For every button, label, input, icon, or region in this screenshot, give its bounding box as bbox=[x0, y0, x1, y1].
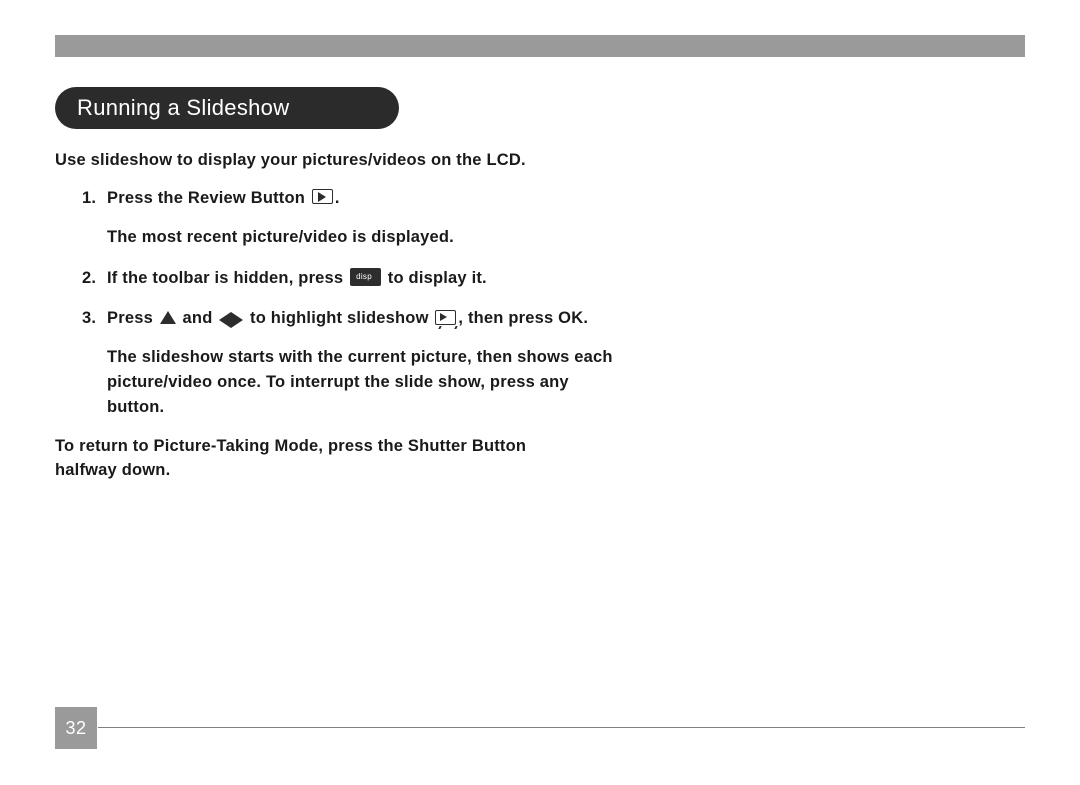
step-1-pre: Press the Review Button bbox=[107, 189, 310, 207]
step-1-post: . bbox=[335, 189, 340, 207]
left-arrow-icon bbox=[219, 312, 231, 328]
section-title-pill: Running a Slideshow bbox=[55, 87, 399, 129]
step-2-pre: If the toolbar is hidden, press bbox=[107, 269, 348, 287]
step-3-pre: Press bbox=[107, 309, 158, 327]
page-number-badge: 32 bbox=[55, 707, 97, 749]
page-number-text: 32 bbox=[65, 718, 86, 739]
disp-button-icon: disp bbox=[350, 268, 381, 286]
intro-paragraph: Use slideshow to display your pictures/v… bbox=[55, 151, 1025, 170]
step-3-post: , then press OK. bbox=[458, 309, 588, 327]
step-3: Press and to highlight slideshow , then … bbox=[101, 306, 1025, 419]
right-arrow-icon bbox=[231, 312, 243, 328]
step-3-mid2: to highlight slideshow bbox=[245, 309, 433, 327]
manual-page: Running a Slideshow Use slideshow to dis… bbox=[55, 35, 1025, 755]
header-bar bbox=[55, 35, 1025, 57]
step-2: If the toolbar is hidden, press disp to … bbox=[101, 266, 1025, 291]
step-1-sub: The most recent picture/video is display… bbox=[107, 225, 627, 250]
step-3-mid1: and bbox=[178, 309, 218, 327]
slideshow-icon bbox=[435, 310, 456, 325]
review-play-icon bbox=[312, 189, 333, 204]
step-3-sub: The slideshow starts with the current pi… bbox=[107, 345, 627, 419]
step-1: Press the Review Button . The most recen… bbox=[101, 186, 1025, 250]
outro-paragraph: To return to Picture-Taking Mode, press … bbox=[55, 435, 575, 483]
section-title-text: Running a Slideshow bbox=[77, 95, 289, 120]
footer-divider bbox=[98, 727, 1025, 728]
instruction-list: Press the Review Button . The most recen… bbox=[55, 186, 1025, 419]
up-arrow-icon bbox=[160, 311, 176, 324]
step-2-post: to display it. bbox=[383, 269, 487, 287]
